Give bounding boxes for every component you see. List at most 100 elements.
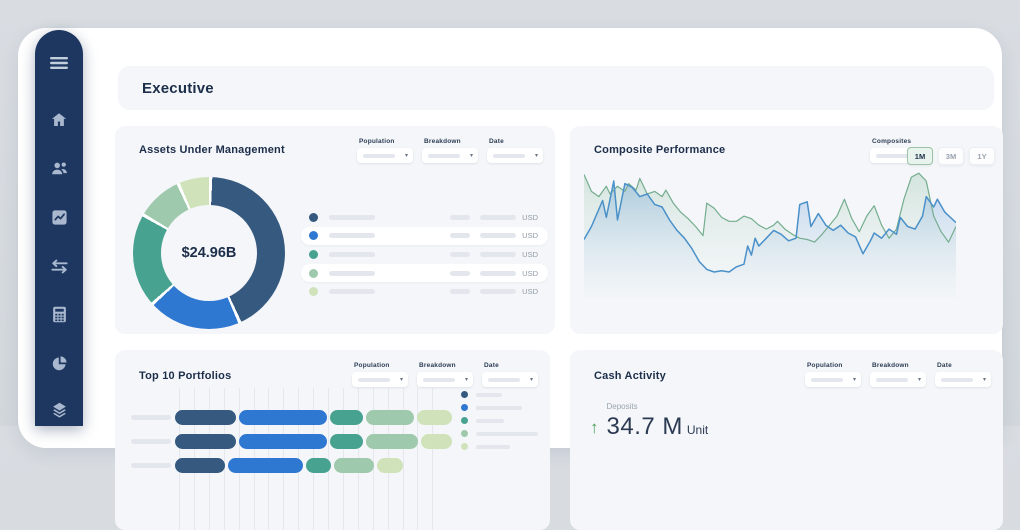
redacted-name-bar [329,233,375,239]
redacted-value-bar [876,153,908,158]
composite-green-line [584,173,956,242]
bar-segment [366,434,418,449]
chevron-down-icon: ▾ [469,152,473,159]
aum-legend-row[interactable]: USD [301,208,548,227]
chevron-down-icon: ▾ [404,152,408,159]
filter-label: Breakdown [424,138,461,145]
filter-dropdown-breakdown[interactable]: ▾ [870,372,926,387]
aum-card-title: Assets Under Management [139,144,285,156]
top10-legend-item [461,427,538,440]
filter-label: Date [937,362,952,369]
range-button-1m[interactable]: 1M [907,147,933,165]
redacted-amount-bar [480,214,517,220]
filter-dropdown-population[interactable]: ▾ [805,372,861,387]
composite-performance-chart [584,168,956,303]
filter-dropdown-date[interactable]: ▾ [482,372,538,387]
aum-filter-group: Population ▾ Breakdown ▾ Date ▾ [357,138,543,163]
bar-segment [239,434,327,449]
legend-color-dot [309,287,318,297]
time-range-group: 1M 3M 1Y [907,147,995,165]
range-button-1y[interactable]: 1Y [969,147,995,165]
sidebar-item-transactions[interactable] [35,251,83,281]
redacted-value-bar [450,270,471,276]
bar-segment [175,458,225,473]
filter-label: Population [354,362,390,369]
legend-color-dot [309,268,318,278]
performance-icon [51,209,68,226]
card-assets-under-management: Assets Under Management Population ▾ Break… [115,126,555,334]
redacted-portfolio-label [131,463,171,468]
portfolio-bar-row[interactable] [175,458,403,473]
redacted-value-bar [811,377,843,382]
redacted-value-bar [450,214,471,220]
filter-dropdown-population[interactable]: ▾ [357,148,413,163]
aum-legend-row[interactable]: USD [301,226,548,246]
redacted-amount-bar [480,289,517,295]
redacted-legend-label [476,405,522,410]
redacted-value-bar [876,377,908,382]
top10-filter-group: Population ▾ Breakdown ▾ Date ▾ [352,362,538,387]
filter-breakdown: Breakdown ▾ [417,362,473,387]
filter-dropdown-breakdown[interactable]: ▾ [417,372,473,387]
redacted-value-bar [450,233,471,239]
filter-label: Date [489,138,504,145]
chevron-down-icon: ▾ [917,376,921,383]
bar-segment [306,458,331,473]
portfolio-bar-row[interactable] [175,410,452,425]
legend-color-dot [461,417,468,424]
bar-segment [366,410,414,425]
sidebar-item-menu[interactable] [35,48,83,78]
cash-card-title: Cash Activity [594,370,666,382]
filter-dropdown-breakdown[interactable]: ▾ [422,148,478,163]
sidebar-item-home[interactable] [35,105,83,135]
legend-color-dot [461,430,468,437]
filter-dropdown-date[interactable]: ▾ [487,148,543,163]
top10-legend-item [461,414,538,427]
filter-dropdown-date[interactable]: ▾ [935,372,991,387]
sidebar-item-performance[interactable] [35,202,83,232]
currency-label: USD [522,268,538,278]
sidebar-item-clients[interactable] [35,153,83,183]
bar-segment [175,434,236,449]
portfolio-bar-row[interactable] [175,434,452,449]
redacted-portfolio-label [131,415,171,420]
calculator-icon [52,306,67,323]
deposits-value: 34.7 M [606,413,683,440]
redacted-value-bar [450,289,471,295]
aum-donut-hole [161,205,257,301]
aum-total-value: $24.96B [181,245,237,261]
composite-card-title: Composite Performance [594,144,726,156]
currency-label: USD [522,231,538,241]
range-button-3m[interactable]: 3M [938,147,964,165]
filter-population: Population ▾ [352,362,408,387]
filter-label: Population [359,138,395,145]
redacted-amount-bar [480,251,517,257]
sidebar-item-holdings[interactable] [35,394,83,424]
filter-breakdown: Breakdown ▾ [870,362,926,387]
redacted-amount-bar [480,233,517,239]
sidebar-item-allocation[interactable] [35,348,83,378]
filter-dropdown-population[interactable]: ▾ [352,372,408,387]
clients-icon [50,160,69,177]
chevron-down-icon: ▾ [399,376,403,383]
sidebar [35,30,83,426]
sidebar-item-calculator[interactable] [35,299,83,329]
redacted-value-bar [450,251,471,257]
aum-legend-row[interactable]: USD [301,282,548,301]
deposits-up-arrow-icon: ↑ [590,418,599,437]
top10-legend-item [461,388,538,401]
legend-color-dot [461,391,468,398]
legend-color-dot [309,249,318,259]
bar-segment [330,410,363,425]
bar-segment [417,410,452,425]
cash-filter-group: Population ▾ Breakdown ▾ Date ▾ [805,362,991,387]
composite-blue-line [584,181,956,272]
main-container: Executive Assets Under Management Popula… [18,28,1003,530]
redacted-legend-label [476,392,502,397]
top10-card-title: Top 10 Portfolios [139,370,232,382]
aum-legend-row[interactable]: USD [301,245,548,264]
redacted-legend-label [476,431,538,436]
filter-label: Population [807,362,843,369]
aum-legend-row[interactable]: USD [301,263,548,283]
deposits-value-row: 34.7 M Unit [607,413,709,441]
